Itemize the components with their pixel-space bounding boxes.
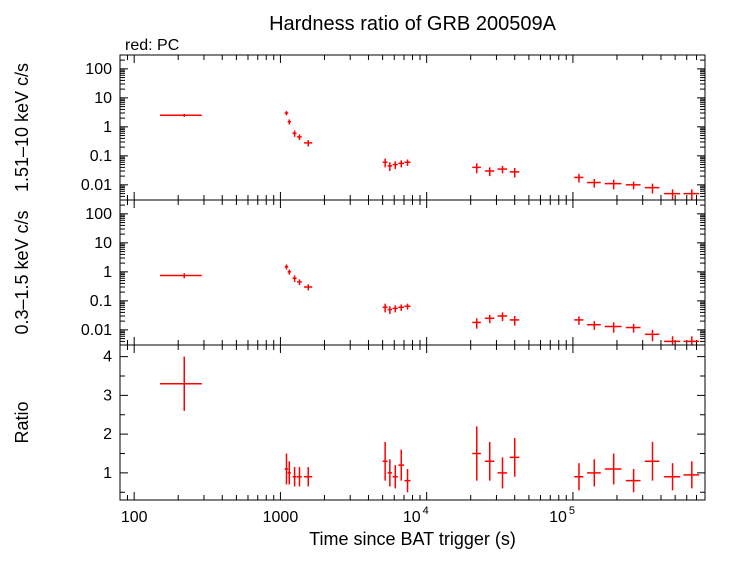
x-axis-label: Time since BAT trigger (s)	[309, 529, 516, 549]
y-axis-label: 0.3–1.5 keV c/s	[12, 210, 32, 334]
y-tick-label: 10	[94, 90, 112, 107]
y-axis-label: 1.51–10 keV c/s	[12, 63, 32, 192]
chart-container: Hardness ratio of GRB 200509A red: PC 0.01…	[0, 0, 742, 566]
y-tick-label: 0.1	[90, 293, 112, 310]
svg-text:1000: 1000	[263, 509, 299, 526]
series-ratio	[160, 357, 699, 493]
y-tick-label: 100	[85, 206, 112, 223]
y-tick-label: 0.01	[81, 322, 112, 339]
svg-text:10: 10	[549, 509, 567, 526]
y-tick-label: 1	[103, 465, 112, 482]
svg-text:5: 5	[569, 505, 575, 517]
y-tick-label: 100	[85, 61, 112, 78]
y-axis-label: Ratio	[12, 401, 32, 443]
svg-text:100: 100	[121, 509, 148, 526]
legend-text: red: PC	[125, 37, 179, 54]
y-tick-label: 4	[103, 349, 112, 366]
y-tick-label: 1	[103, 119, 112, 136]
series-hard	[160, 111, 699, 200]
chart-title: Hardness ratio of GRB 200509A	[269, 13, 556, 35]
svg-text:10: 10	[403, 509, 421, 526]
y-tick-label: 10	[94, 235, 112, 252]
y-tick-label: 2	[103, 426, 112, 443]
y-tick-label: 0.01	[81, 177, 112, 194]
svg-text:4: 4	[423, 505, 429, 517]
y-tick-label: 3	[103, 387, 112, 404]
series-soft	[160, 264, 699, 344]
chart-svg: Hardness ratio of GRB 200509A red: PC 0.01…	[0, 0, 742, 566]
y-tick-label: 1	[103, 264, 112, 281]
y-tick-label: 0.1	[90, 148, 112, 165]
